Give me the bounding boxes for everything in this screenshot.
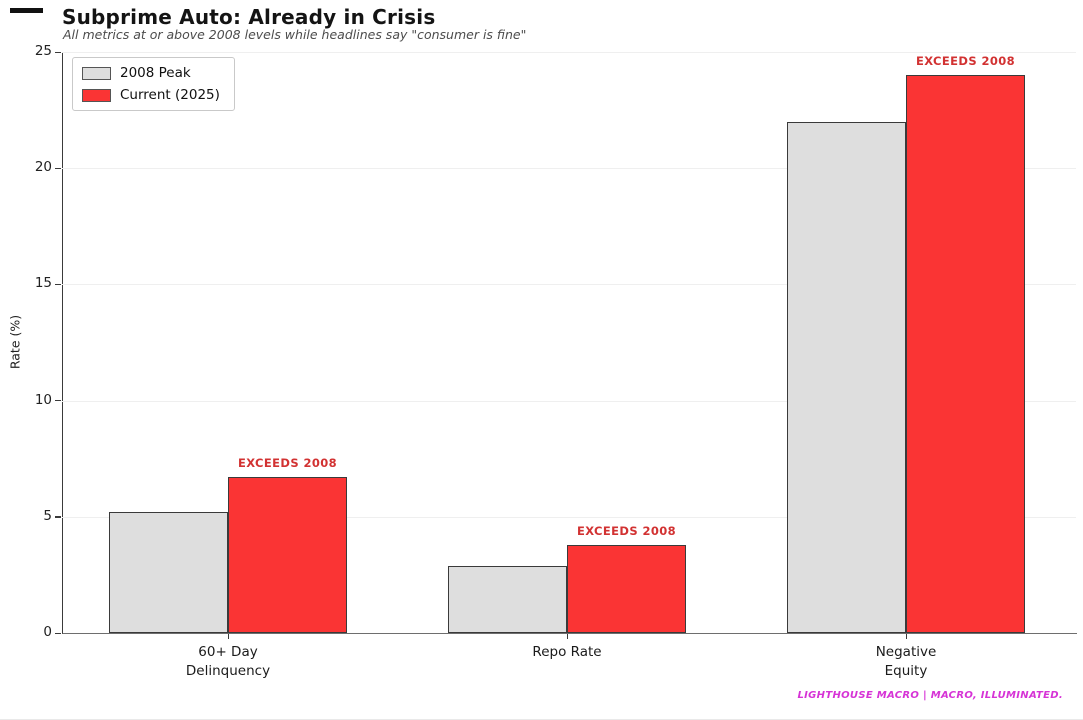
annotation-exceeds-2: EXCEEDS 2008 (915, 54, 1016, 69)
gridline-20 (62, 168, 1076, 170)
y-tick-10 (55, 400, 61, 402)
footer-credit: LIGHTHOUSE MACRO | MACRO, ILLUMINATED. (797, 690, 1063, 701)
legend: 2008 Peak Current (2025) (72, 57, 235, 111)
y-tick-label-25: 25 (34, 43, 52, 59)
bar-2008-peak-0 (109, 512, 228, 633)
y-tick-25 (55, 51, 61, 53)
chart-title: Subprime Auto: Already in Crisis (62, 5, 436, 29)
annotation-exceeds-1: EXCEEDS 2008 (576, 523, 677, 538)
legend-item-current-2025: Current (2025) (82, 87, 220, 103)
bar-current-2025--1 (567, 544, 686, 633)
gridline-15 (62, 284, 1076, 286)
y-tick-0 (55, 632, 61, 634)
gridline-5 (62, 516, 1076, 518)
annotation-exceeds-0: EXCEEDS 2008 (237, 456, 338, 471)
y-tick-5 (55, 516, 61, 518)
legend-swatch-2008-peak (82, 66, 111, 80)
y-tick-15 (55, 283, 61, 286)
y-tick-label-0: 0 (43, 624, 52, 640)
x-tick-1 (566, 634, 568, 639)
legend-label-current-2025: Current (2025) (120, 87, 220, 103)
gridline-10 (62, 400, 1076, 402)
y-tick-label-5: 5 (43, 507, 52, 524)
y-axis-title: Rate (%) (7, 314, 23, 370)
screenshot-crop-mark (10, 8, 43, 13)
gridline-25 (62, 52, 1076, 53)
bar-2008-peak-1 (448, 565, 567, 633)
legend-label-2008-peak: 2008 Peak (120, 65, 191, 81)
y-tick-20 (55, 167, 61, 170)
chart-subtitle: All metrics at or above 2008 levels whil… (63, 27, 527, 42)
legend-item-2008-peak: 2008 Peak (82, 65, 220, 81)
y-tick-label-20: 20 (34, 159, 52, 176)
bar-current-2025--0 (228, 477, 347, 633)
x-tick-label-0: 60+ Day Delinquency (185, 644, 271, 679)
y-tick-label-15: 15 (34, 275, 52, 292)
legend-swatch-current-2025 (82, 88, 111, 102)
x-tick-label-2: Negative Equity (875, 644, 937, 679)
y-tick-label-10: 10 (34, 391, 52, 408)
bar-current-2025--2 (906, 75, 1025, 633)
plot-area (62, 52, 1077, 634)
x-tick-0 (227, 634, 229, 639)
x-tick-label-1: Repo Rate (532, 644, 602, 660)
bar-2008-peak-2 (787, 121, 906, 633)
x-tick-2 (905, 634, 907, 639)
